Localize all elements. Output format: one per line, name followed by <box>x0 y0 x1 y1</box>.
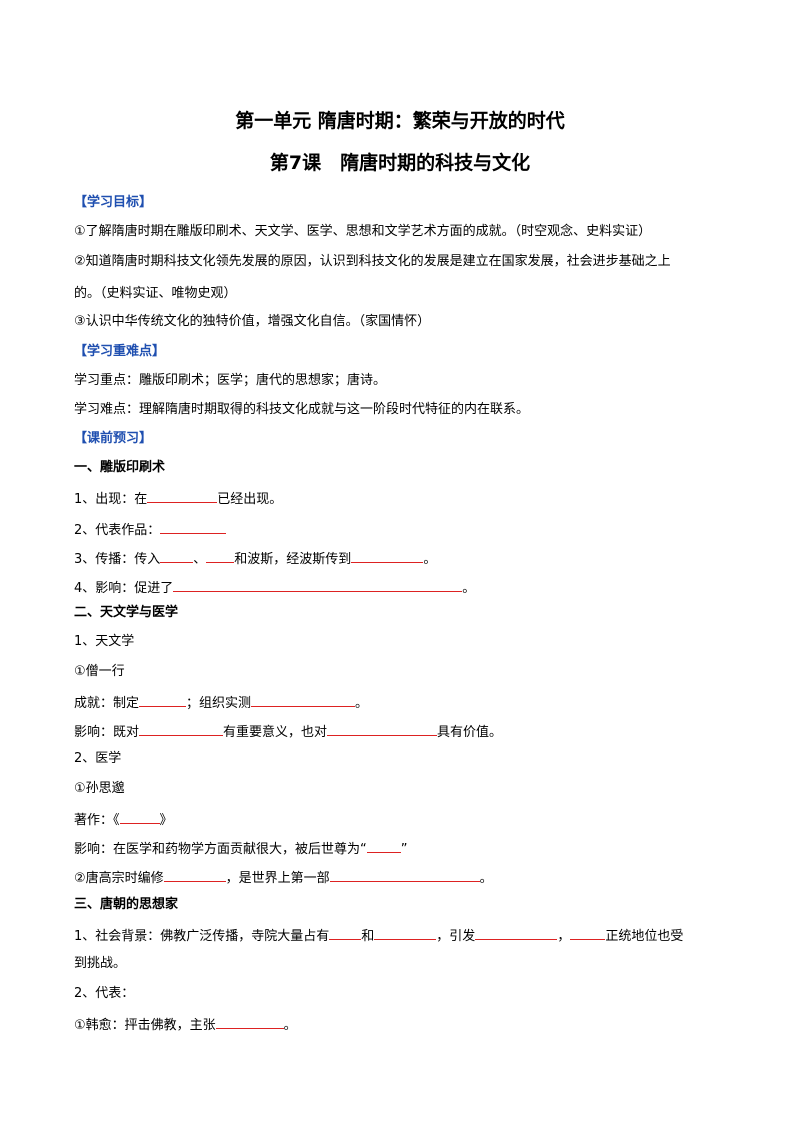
fill-blank <box>206 548 235 563</box>
text-line: 影响：在医学和药物学方面贡献很大，被后世尊为“ ” <box>74 838 408 859</box>
text-line: 2、代表作品： <box>74 519 227 540</box>
text: ；组织实测 <box>186 696 252 711</box>
text-line: 4、影响：促进了 。 <box>74 577 475 598</box>
text: 。 <box>479 871 493 886</box>
text: 》 <box>159 813 173 828</box>
subtitle: 第7课 隋唐时期的科技与文化 <box>269 152 531 174</box>
text: 的。（史料实证、唯物史观） <box>74 286 237 301</box>
text: ，是世界上第一部 <box>225 871 330 886</box>
text: ， <box>557 929 571 944</box>
text: 2、代表： <box>74 986 135 1001</box>
text-line: 1、出现：在 已经出现。 <box>74 488 282 509</box>
text: 和波斯，经波斯传到 <box>234 552 352 567</box>
text: 具有价值。 <box>437 725 503 740</box>
text: 学习难点：理解隋唐时期取得的科技文化成就与这一阶段时代特征的内在联系。 <box>74 402 530 417</box>
fill-blank <box>163 867 226 882</box>
fill-blank <box>329 925 362 940</box>
text: 正统地位也受 <box>605 929 684 944</box>
text-line: 影响：既对 有重要意义，也对 具有价值。 <box>74 721 502 742</box>
text: 2、医学 <box>74 751 122 766</box>
text: 成就：制定 <box>74 696 140 711</box>
text: ①韩愈：抨击佛教，主张 <box>74 1018 216 1033</box>
text: 【学习重难点】 <box>74 344 166 359</box>
text: ” <box>400 842 408 857</box>
fill-blank <box>139 721 224 736</box>
text-line: 三、唐朝的思想家 <box>74 896 178 914</box>
text-line: ①了解隋唐时期在雕版印刷术、天文学、医学、思想和文学艺术方面的成就。（时空观念、… <box>74 223 651 241</box>
fill-blank <box>160 519 227 534</box>
text-line: 【课前预习】 <box>74 430 152 448</box>
text: ①孙思邈 <box>74 781 125 796</box>
text: 到挑战。 <box>74 956 127 971</box>
text: ，引发 <box>436 929 476 944</box>
fill-blank <box>119 809 160 824</box>
text: 3、传播：传入 <box>74 552 161 567</box>
text-line: 2、代表： <box>74 985 134 1003</box>
text-line: 到挑战。 <box>74 955 126 973</box>
text-line: 1、天文学 <box>74 633 134 651</box>
fill-blank <box>329 867 480 882</box>
text: 【课前预习】 <box>74 431 153 446</box>
text: 【学习目标】 <box>74 195 153 210</box>
fill-blank <box>475 925 558 940</box>
text-line: ①韩愈：抨击佛教，主张 。 <box>74 1014 297 1035</box>
text: 和 <box>361 929 375 944</box>
text-line: 著作：《 》 <box>74 809 173 830</box>
text: 。 <box>283 1018 297 1033</box>
text: 1、社会背景：佛教广泛传播，寺院大量占有 <box>74 929 330 944</box>
text-line: 3、传播：传入 、 和波斯，经波斯传到 。 <box>74 548 436 569</box>
text: 4、影响：促进了 <box>74 581 174 596</box>
fill-blank <box>160 548 194 563</box>
text: ③认识中华传统文化的独特价值，增强文化自信。（家国情怀） <box>74 314 431 329</box>
text-line: ②知道隋唐时期科技文化领先发展的原因，认识到科技文化的发展是建立在国家发展，社会… <box>74 253 671 271</box>
text-line: 一、雕版印刷术 <box>74 459 165 477</box>
text: 。 <box>423 552 437 567</box>
text: 有重要意义，也对 <box>223 725 328 740</box>
text: 三、唐朝的思想家 <box>74 897 179 912</box>
text: 学习重点：雕版印刷术；医学；唐代的思想家；唐诗。 <box>74 373 387 388</box>
text-line: 二、天文学与医学 <box>74 604 178 622</box>
text: 已经出现。 <box>217 492 283 507</box>
text: ②知道隋唐时期科技文化领先发展的原因，认识到科技文化的发展是建立在国家发展，社会… <box>74 254 671 269</box>
text: ②唐高宗时编修 <box>74 871 164 886</box>
text: 影响：既对 <box>74 725 140 740</box>
text: 1、出现：在 <box>74 492 148 507</box>
text: ①了解隋唐时期在雕版印刷术、天文学、医学、思想和文学艺术方面的成就。（时空观念、… <box>74 224 652 239</box>
text-line: 【学习目标】 <box>74 194 152 212</box>
title: 第一单元 隋唐时期：繁荣与开放的时代 <box>235 110 565 132</box>
text-line: ①僧一行 <box>74 663 125 681</box>
text-line: 的。（史料实证、唯物史观） <box>74 285 237 303</box>
fill-blank <box>173 577 463 592</box>
fill-blank <box>327 721 438 736</box>
text: 影响：在医学和药物学方面贡献很大，被后世尊为“ <box>74 842 367 857</box>
text-line: 【学习重难点】 <box>74 343 165 361</box>
fill-blank <box>139 692 187 707</box>
text-line: ③认识中华传统文化的独特价值，增强文化自信。（家国情怀） <box>74 313 430 331</box>
text: 2、代表作品： <box>74 523 161 538</box>
fill-blank <box>351 548 424 563</box>
fill-blank <box>570 925 606 940</box>
text-line: 学习重点：雕版印刷术；医学；唐代的思想家；唐诗。 <box>74 372 386 390</box>
fill-blank <box>251 692 356 707</box>
text-line: 1、社会背景：佛教广泛传播，寺院大量占有 和 ，引发 ， 正统地位也受 <box>74 925 683 946</box>
text: 。 <box>462 581 476 596</box>
fill-blank <box>374 925 437 940</box>
text-line: ①孙思邈 <box>74 780 125 798</box>
text: 。 <box>355 696 369 711</box>
text: 、 <box>193 552 207 567</box>
fill-blank <box>147 488 218 503</box>
text: 著作：《 <box>74 813 120 828</box>
text: 1、天文学 <box>74 634 135 649</box>
text: 一、雕版印刷术 <box>74 460 166 475</box>
fill-blank <box>215 1014 284 1029</box>
text-line: 2、医学 <box>74 750 121 768</box>
text-line: ②唐高宗时编修 ，是世界上第一部 。 <box>74 867 493 888</box>
text-line: 学习难点：理解隋唐时期取得的科技文化成就与这一阶段时代特征的内在联系。 <box>74 401 529 419</box>
text: 二、天文学与医学 <box>74 605 179 620</box>
text-line: 成就：制定 ；组织实测 。 <box>74 692 368 713</box>
text: ①僧一行 <box>74 664 125 679</box>
fill-blank <box>366 838 401 853</box>
